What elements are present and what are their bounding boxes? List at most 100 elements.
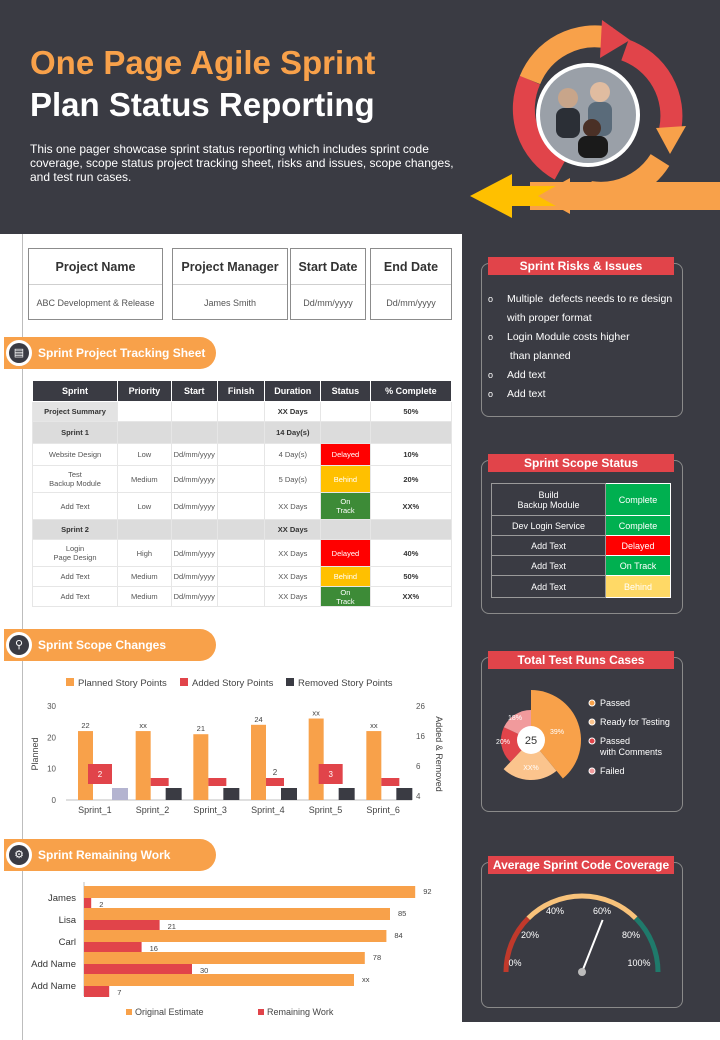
remaining-work-label: 7 — [117, 988, 121, 997]
category-label: James — [48, 893, 76, 904]
scope-item: Add Text — [491, 535, 606, 556]
gauge-tick-label: 80% — [622, 930, 640, 940]
tracking-cell — [320, 519, 371, 540]
added-bar — [266, 778, 284, 786]
tracking-cell: Medium — [117, 586, 172, 607]
original-estimate-bar — [84, 974, 354, 986]
tracking-cell: Medium — [117, 465, 172, 493]
legend-dot — [588, 718, 596, 726]
tracking-row: Sprint 2 XX Days — [31, 519, 453, 540]
scope-item: Build Backup Module — [491, 483, 606, 516]
coverage-title: Average Sprint Code Coverage — [488, 856, 674, 874]
tracking-cell — [170, 421, 218, 444]
added-data-label: 3 — [328, 770, 333, 779]
tracking-cell: Project Summary — [31, 401, 119, 422]
tracking-cell: Low — [117, 443, 172, 466]
tracking-row: Add Text Medium Dd/mm/yyyy XX Days On Track XX… — [31, 586, 453, 607]
risk-text: with proper format — [507, 312, 592, 324]
tracking-cell — [216, 566, 266, 587]
pie-center — [517, 726, 545, 754]
tracking-cell: XX Days — [264, 539, 322, 567]
tracking-row: Add Text Medium Dd/mm/yyyy XX Days Behind 50% — [31, 566, 453, 587]
tracking-cell — [216, 465, 266, 493]
tracking-cell: XX Days — [264, 519, 322, 540]
tracking-header-cell: Start — [170, 380, 218, 402]
gauge-tick-label: 60% — [593, 906, 611, 916]
planned-bar — [193, 734, 209, 800]
tracking-cell — [170, 401, 218, 422]
clipboard-search-icon: ⚲ — [4, 630, 34, 660]
x-tick-label: Sprint_2 — [136, 805, 170, 815]
tracking-cell: Add Text — [31, 566, 119, 587]
risk-text: Login Module costs higher — [507, 331, 630, 343]
original-estimate-label: 78 — [373, 953, 381, 962]
tracking-cell: XX% — [369, 586, 453, 607]
gauge-arc — [526, 893, 638, 921]
gauge-tick-label: 40% — [546, 906, 564, 916]
tracking-cell: Sprint 1 — [31, 421, 119, 444]
original-estimate-label: 84 — [394, 931, 402, 940]
gauge-tick-label: 100% — [627, 958, 650, 968]
risk-bullet: o — [488, 294, 494, 304]
legend-swatch — [126, 1009, 132, 1015]
tracking-cell: Dd/mm/yyyy — [170, 586, 218, 607]
scope-status-title: Sprint Scope Status — [488, 454, 674, 472]
description: This one pager showcase sprint status re… — [30, 142, 454, 184]
tracking-cell: 5 Day(s) — [264, 465, 322, 493]
legend-label: Passed — [600, 736, 630, 746]
tracking-cell: On Track — [320, 492, 371, 520]
scope-status-row: Add Text Delayed — [491, 535, 671, 556]
scope-changes-section-title: Sprint Scope Changes — [4, 629, 216, 661]
added-bar — [208, 778, 227, 786]
y-tick-label: 30 — [47, 702, 56, 711]
scope-status-cell: Complete — [605, 483, 671, 516]
removed-bar — [112, 788, 128, 800]
y-tick-label: 10 — [47, 765, 56, 774]
tracking-cell: 10% — [369, 443, 453, 466]
tracking-header-cell: % Complete — [369, 380, 453, 402]
tracking-row: Login Page Design High Dd/mm/yyyy XX Days Del… — [31, 539, 453, 567]
tracking-cell: XX Days — [264, 492, 322, 520]
tracking-cell: On Track — [320, 586, 371, 607]
right-panel — [462, 234, 720, 1022]
tracking-header-cell: Duration — [264, 380, 322, 402]
gauge-hub — [578, 968, 586, 976]
tracking-cell — [369, 519, 453, 540]
removed-bar — [281, 788, 297, 800]
planned-bar — [366, 731, 382, 800]
scope-status-row: Add Text On Track — [491, 555, 671, 576]
tracking-cell — [216, 539, 266, 567]
project-manager-box: Project Manager James Smith — [172, 248, 288, 320]
tracking-cell — [216, 586, 266, 607]
tracking-row: Test Backup Module Medium Dd/mm/yyyy 5 Day(s… — [31, 465, 453, 493]
tracking-header-cell: Finish — [216, 380, 266, 402]
test-runs-pie-chart: 39% XX% 20% 18% 25 Passed Ready for Testing Pas… — [496, 690, 670, 780]
end-date-label: End Date — [371, 249, 451, 285]
x-tick-label: Sprint_5 — [309, 805, 343, 815]
tracking-cell — [216, 443, 266, 466]
tracking-cell: Website Design — [31, 443, 119, 466]
tracking-cell — [320, 421, 371, 444]
end-date-box: End Date Dd/mm/yyyy — [370, 248, 452, 320]
x-tick-label: Sprint_1 — [78, 805, 112, 815]
x-tick-label: Sprint_6 — [366, 805, 400, 815]
tracking-cell — [216, 401, 266, 422]
scope-status-row: Build Backup Module Complete — [491, 483, 671, 516]
y-tick-label: 0 — [52, 796, 57, 805]
legend-dot — [588, 699, 596, 707]
planned-data-label: xx — [370, 721, 378, 730]
risk-bullet: o — [488, 332, 494, 342]
document-icon: ▤ — [4, 338, 34, 368]
planned-data-label: xx — [312, 709, 320, 718]
scope-item: Dev Login Service — [491, 515, 606, 536]
legend-swatch — [286, 678, 294, 686]
tracking-cell: Medium — [117, 566, 172, 587]
y2-tick-label: 4 — [416, 792, 421, 801]
tracking-header-cell: Sprint — [31, 380, 119, 402]
tracking-cell — [216, 421, 266, 444]
y2-tick-label: 26 — [416, 702, 425, 711]
tracking-cell: 50% — [369, 401, 453, 422]
pie-slice — [501, 727, 531, 762]
legend-swatch — [66, 678, 74, 686]
remaining-section-title: Sprint Remaining Work — [4, 839, 216, 871]
